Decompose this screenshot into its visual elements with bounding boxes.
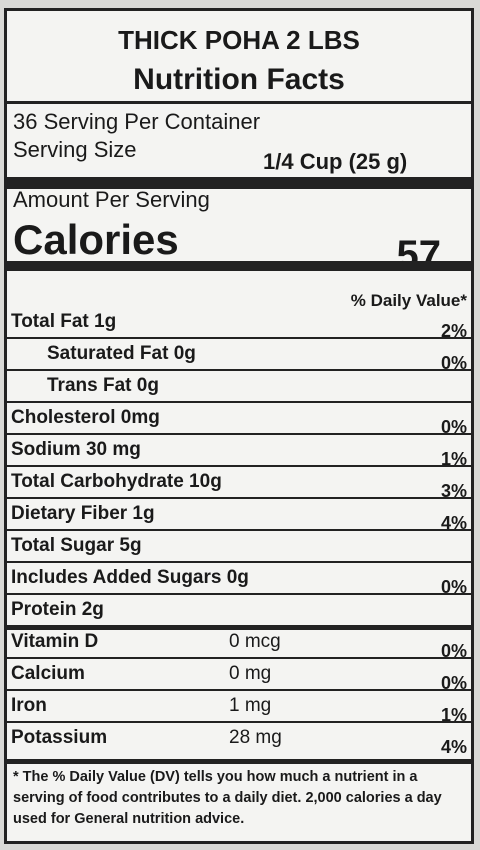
nutrient-label: Dietary Fiber 1g: [11, 503, 155, 524]
thick-rule: [7, 261, 471, 271]
rule: [7, 433, 471, 435]
nutrient-label: Total Sugar 5g: [11, 535, 142, 556]
servings: 36 Serving Per Container: [13, 109, 261, 134]
footnote: * The % Daily Value (DV) tells you how m…: [13, 769, 442, 827]
rule: [7, 529, 471, 531]
product-title: THICK POHA 2 LBS: [118, 25, 360, 55]
nutrition-label: THICK POHA 2 LBS Nutrition Facts 36 Serv…: [4, 8, 474, 844]
heading: Nutrition Facts: [133, 63, 345, 96]
daily-value: 0%: [440, 353, 467, 373]
calories-label: Calories: [13, 216, 179, 263]
nutrient-label: Sodium 30 mg: [11, 439, 141, 460]
calories-value: 57: [396, 233, 442, 277]
nutrient-label: Total Carbohydrate 10g: [11, 471, 222, 492]
nutrient-label: Vitamin D: [11, 631, 99, 652]
amount-per-serving: Amount Per Serving: [13, 187, 210, 212]
nutrient-label: Saturated Fat 0g: [47, 343, 196, 364]
nutrient-label: Protein 2g: [11, 599, 104, 620]
rule: [7, 465, 471, 467]
daily-value: 0%: [440, 577, 467, 597]
daily-value: 2%: [440, 321, 467, 341]
rule: [7, 657, 471, 659]
dv-header: % Daily Value*: [350, 291, 467, 310]
rule: [7, 401, 471, 403]
rule: [7, 593, 471, 595]
nutrient-label: Trans Fat 0g: [47, 375, 159, 396]
serving-size-label: Serving Size: [13, 137, 137, 162]
rule: [7, 369, 471, 371]
nutrient-amount: 0 mg: [229, 663, 272, 684]
rule: [7, 625, 471, 630]
nutrient-amount: 0 mcg: [229, 631, 281, 652]
rule: [7, 721, 471, 723]
rule: [7, 689, 471, 691]
nutrient-amount: 28 mg: [229, 727, 282, 748]
nutrient-label: Calcium: [11, 663, 85, 684]
daily-value: 0%: [440, 417, 467, 437]
nutrient-label: Includes Added Sugars 0g: [11, 567, 249, 588]
nutrient-amount: 1 mg: [229, 695, 272, 716]
daily-value: 0%: [440, 673, 467, 693]
rule: [7, 101, 471, 104]
rule: [7, 561, 471, 563]
nutrient-label: Cholesterol 0mg: [11, 407, 160, 428]
daily-value: 4%: [440, 513, 467, 533]
rule: [7, 759, 471, 764]
nutrient-label: Total Fat 1g: [11, 311, 117, 332]
daily-value: 0%: [440, 641, 467, 661]
nutrient-label: Iron: [11, 695, 47, 716]
rule: [7, 337, 471, 339]
serving-size: 1/4 Cup (25 g): [263, 149, 408, 174]
daily-value: 1%: [440, 705, 467, 725]
nutrient-label: Potassium: [11, 727, 108, 748]
daily-value: 4%: [440, 737, 467, 757]
daily-value: 3%: [440, 481, 467, 501]
daily-value: 1%: [440, 449, 467, 469]
thick-rule: [7, 177, 471, 189]
rule: [7, 497, 471, 499]
